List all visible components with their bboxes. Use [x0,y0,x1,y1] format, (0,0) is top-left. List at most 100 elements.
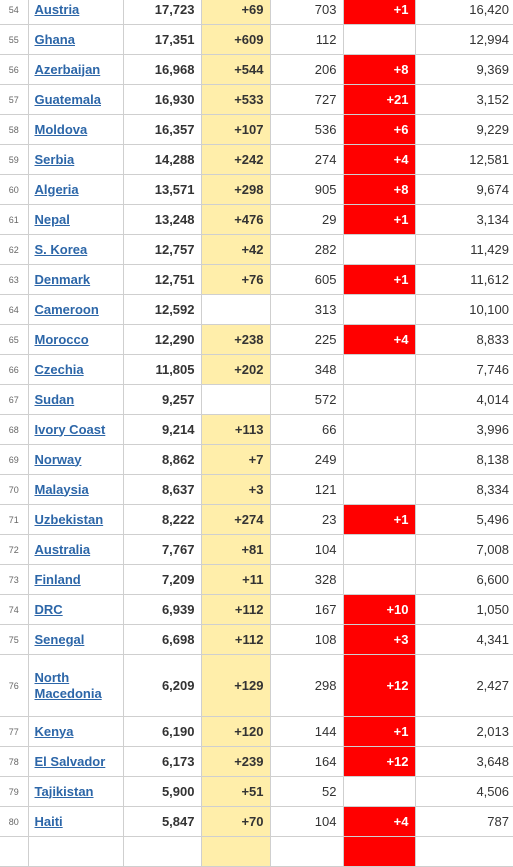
country-link[interactable]: Ivory Coast [34,421,106,437]
country-link[interactable]: Algeria [34,181,79,197]
total-cases-cell: 16,357 [122,114,202,145]
country-cell: Azerbaijan [27,54,124,85]
table-row: 69 Norway 8,862 +7 249 8,138 [0,444,513,475]
total-recovered-cell: 11,429 [414,234,513,265]
total-cases-cell: 11,805 [122,354,202,385]
new-cases-cell [200,836,271,867]
country-link[interactable]: DRC [34,601,63,617]
country-cell: Guatemala [27,84,124,115]
rank-cell: 63 [0,264,29,295]
total-recovered-cell [414,836,513,867]
new-cases-cell: +202 [200,354,271,385]
rank-cell: 55 [0,24,29,55]
total-deaths-cell: 282 [269,234,344,265]
country-link[interactable]: Cameroon [34,301,99,317]
new-deaths-cell: +1 [342,716,416,747]
total-deaths-cell: 144 [269,716,344,747]
new-cases-cell: +533 [200,84,271,115]
new-cases-cell [200,294,271,325]
country-link[interactable]: Tajikistan [34,783,94,799]
country-link[interactable]: Denmark [34,271,91,287]
new-deaths-cell: +3 [342,624,416,655]
new-deaths-cell [342,444,416,475]
new-cases-cell: +11 [200,564,271,595]
country-link[interactable]: Australia [34,541,91,557]
rank-cell: 73 [0,564,29,595]
country-link[interactable]: Norway [34,451,82,467]
total-recovered-cell: 3,152 [414,84,513,115]
new-cases-cell: +112 [200,594,271,625]
country-link[interactable]: North Macedonia [34,669,102,701]
total-cases-cell: 17,351 [122,24,202,55]
table-row: 76 North Macedonia 6,209 +129 298 +12 2,427 [0,654,513,717]
new-deaths-cell [342,294,416,325]
new-deaths-cell [342,414,416,445]
table-row: 60 Algeria 13,571 +298 905 +8 9,674 [0,174,513,205]
rank-cell: 75 [0,624,29,655]
country-link[interactable]: Finland [34,571,81,587]
country-link[interactable]: Serbia [34,151,75,167]
country-link[interactable]: El Salvador [34,753,106,769]
country-link[interactable]: Guatemala [34,91,101,107]
country-link[interactable]: Kenya [34,723,74,739]
new-deaths-cell: +4 [342,324,416,355]
country-cell: Algeria [27,174,124,205]
total-deaths-cell [269,836,344,867]
new-cases-cell: +238 [200,324,271,355]
total-deaths-cell: 605 [269,264,344,295]
country-link[interactable]: S. Korea [34,241,88,257]
new-cases-cell: +69 [200,0,271,25]
country-link[interactable]: Moldova [34,121,88,137]
rank-cell: 69 [0,444,29,475]
total-deaths-cell: 572 [269,384,344,415]
total-recovered-cell: 5,496 [414,504,513,535]
new-cases-cell: +51 [200,776,271,807]
total-cases-cell: 16,968 [122,54,202,85]
total-cases-cell: 8,862 [122,444,202,475]
country-cell: Kenya [27,716,124,747]
country-link[interactable]: Azerbaijan [34,61,101,77]
country-link[interactable]: Uzbekistan [34,511,104,527]
country-cell: Moldova [27,114,124,145]
total-recovered-cell: 10,100 [414,294,513,325]
total-deaths-cell: 348 [269,354,344,385]
table-row: 72 Australia 7,767 +81 104 7,008 [0,534,513,565]
country-link[interactable]: Haiti [34,813,63,829]
rank-cell [0,836,29,867]
country-link[interactable]: Senegal [34,631,85,647]
table-row: 65 Morocco 12,290 +238 225 +4 8,833 [0,324,513,355]
table-row: 77 Kenya 6,190 +120 144 +1 2,013 [0,716,513,747]
table-row: 66 Czechia 11,805 +202 348 7,746 [0,354,513,385]
rank-cell: 71 [0,504,29,535]
new-cases-cell: +3 [200,474,271,505]
new-cases-cell: +476 [200,204,271,235]
country-cell: Australia [27,534,124,565]
rank-cell: 67 [0,384,29,415]
total-recovered-cell: 2,427 [414,654,513,717]
new-cases-cell [200,384,271,415]
country-link[interactable]: Malaysia [34,481,89,497]
total-deaths-cell: 167 [269,594,344,625]
total-recovered-cell: 9,674 [414,174,513,205]
country-cell: Norway [27,444,124,475]
total-deaths-cell: 121 [269,474,344,505]
new-deaths-cell: +4 [342,144,416,175]
table-row: 74 DRC 6,939 +112 167 +10 1,050 [0,594,513,625]
country-link[interactable]: Czechia [34,361,84,377]
country-cell: Haiti [27,806,124,837]
rank-cell: 60 [0,174,29,205]
new-cases-cell: +298 [200,174,271,205]
total-cases-cell: 13,248 [122,204,202,235]
new-deaths-cell: +1 [342,264,416,295]
country-link[interactable]: Morocco [34,331,89,347]
country-link[interactable]: Nepal [34,211,70,227]
table-row: 62 S. Korea 12,757 +42 282 11,429 [0,234,513,265]
total-cases-cell: 6,173 [122,746,202,777]
country-link[interactable]: Ghana [34,31,75,47]
country-link[interactable]: Austria [34,1,80,17]
country-cell: DRC [27,594,124,625]
total-recovered-cell: 3,134 [414,204,513,235]
total-deaths-cell: 108 [269,624,344,655]
total-deaths-cell: 206 [269,54,344,85]
country-link[interactable]: Sudan [34,391,75,407]
